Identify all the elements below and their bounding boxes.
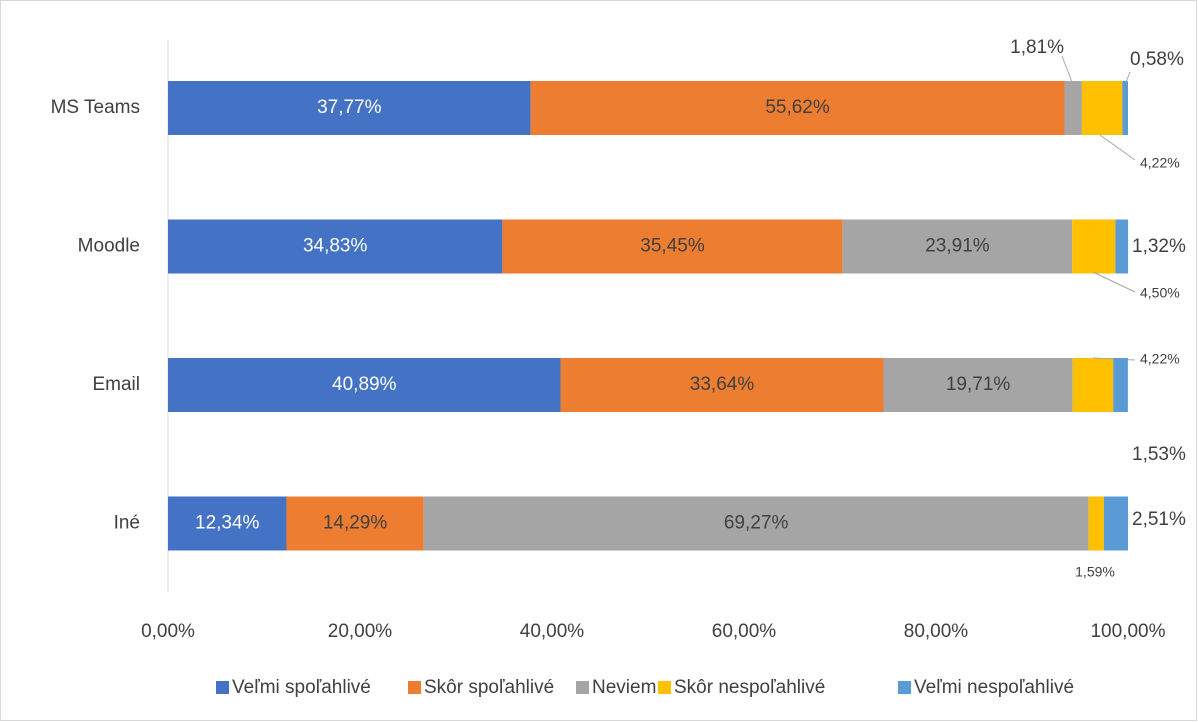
data-label: 1,59% — [1075, 564, 1115, 580]
bar-segment — [1088, 496, 1104, 551]
bar-segment — [842, 219, 1073, 274]
bar-segment — [1113, 358, 1128, 412]
bar-segment — [286, 496, 424, 551]
data-label: 34,83% — [303, 236, 368, 257]
legend-label: Veľmi nespoľahlivé — [914, 677, 1074, 698]
data-label: 4,50% — [1140, 285, 1180, 301]
y-tick-label: Iné — [114, 513, 140, 534]
legend-label: Skôr nespoľahlivé — [674, 677, 825, 698]
x-tick-label: 60,00% — [712, 621, 777, 642]
x-tick-label: 20,00% — [328, 621, 393, 642]
legend-swatch — [408, 681, 421, 694]
data-label: 35,45% — [640, 236, 705, 257]
leader-line — [1061, 55, 1073, 83]
bar-segment — [1081, 81, 1123, 135]
bar-segment — [530, 81, 1065, 135]
legend-swatch — [658, 681, 671, 694]
data-label: 69,27% — [724, 513, 789, 534]
data-label: 55,62% — [765, 97, 830, 118]
x-tick-label: 80,00% — [904, 621, 969, 642]
bar-segment — [1122, 81, 1128, 135]
legend-label: Neviem — [592, 677, 656, 698]
data-label: 2,51% — [1132, 509, 1186, 530]
data-label: 40,89% — [332, 374, 397, 395]
data-label: 23,91% — [925, 236, 990, 257]
data-label: 12,34% — [195, 513, 260, 534]
x-tick-label: 100,00% — [1090, 621, 1165, 642]
bar-segment — [1072, 219, 1116, 274]
legend-label: Skôr spoľahlivé — [424, 677, 554, 698]
y-tick-label: Moodle — [78, 236, 140, 257]
bar-segment — [168, 496, 287, 551]
bar-segment — [168, 219, 503, 274]
data-label: 1,53% — [1132, 444, 1186, 465]
data-label: 4,22% — [1140, 351, 1180, 367]
data-label: 0,58% — [1130, 49, 1184, 70]
leader-line — [1092, 271, 1136, 293]
data-label: 14,29% — [323, 513, 388, 534]
bar-segment — [168, 81, 531, 135]
y-tick-label: Email — [92, 374, 140, 395]
leader-line — [1099, 134, 1136, 161]
leader-line — [1125, 71, 1131, 83]
y-tick-label: MS Teams — [51, 97, 140, 118]
bar-segment — [423, 496, 1089, 551]
legend-swatch — [898, 681, 911, 694]
data-label: 37,77% — [317, 97, 382, 118]
data-label: 19,71% — [946, 374, 1011, 395]
legend-label: Veľmi spoľahlivé — [232, 677, 371, 698]
x-tick-label: 40,00% — [520, 621, 585, 642]
bar-segment — [1115, 219, 1129, 274]
legend-swatch — [576, 681, 589, 694]
data-label: 33,64% — [690, 374, 755, 395]
bar-segment — [1072, 358, 1114, 412]
data-label: 4,22% — [1140, 155, 1180, 171]
legend-swatch — [216, 681, 229, 694]
bar-segment — [1103, 496, 1128, 551]
data-label: 1,32% — [1132, 236, 1186, 257]
bar-segment — [560, 358, 884, 412]
data-label: 1,81% — [1010, 37, 1064, 58]
bar-segment — [883, 358, 1073, 412]
bar-segment — [502, 219, 843, 274]
x-tick-label: 0,00% — [141, 621, 195, 642]
bar-segment — [1064, 81, 1082, 135]
bar-segment — [168, 358, 561, 412]
